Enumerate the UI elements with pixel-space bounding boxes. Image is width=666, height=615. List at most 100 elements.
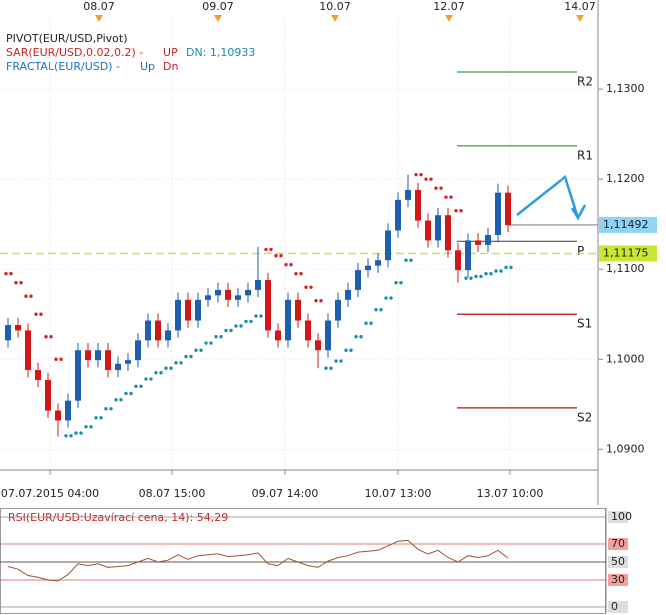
rsi-tick-label: 70 [611,537,625,550]
sar-dot [284,263,288,267]
candle-body [25,330,31,371]
date-marker [95,15,103,22]
sar-dot [174,361,178,365]
pivot-label: P [577,244,584,258]
sar-dot [374,308,378,312]
sar-dot [494,269,498,273]
date-marker [445,15,453,22]
candle-body [345,289,351,300]
candle-body [55,410,61,421]
rsi-tick-bg [608,511,628,523]
rsi-line [7,539,509,582]
top-date-label: 14.07 [564,0,596,13]
sar-dot [179,361,183,365]
forecast-arrow [516,174,587,221]
candle-body [375,260,381,266]
sar-dot [154,371,158,375]
candle-body [85,350,91,361]
sar-dot [429,177,433,181]
rsi-tick-label: 100 [611,510,632,523]
sar-dot [94,416,98,420]
sar-dot [219,335,223,339]
sar-dot [424,177,428,181]
pivot-label: S1 [577,317,592,331]
sar-dot [49,335,53,339]
sar-dot [34,312,38,316]
sar-dot [109,407,113,411]
sar-dot [479,274,483,279]
sar-dot [274,254,278,258]
sar-dot [269,247,273,252]
price-tag-label: 1,11492 [603,218,649,231]
candle-body [455,250,461,271]
candle-body [275,330,281,341]
sar-dot [394,281,398,285]
sar-dot [89,425,93,429]
sar-dot [299,272,303,276]
sar-dot [159,371,163,375]
sar-dot [359,335,363,339]
sar-dot [419,172,423,177]
sar-dot [279,254,283,258]
y-tick-label: 1,1100 [606,262,645,275]
top-date-label: 08.07 [83,0,115,13]
candle-body [135,340,141,361]
sar-dot [249,319,253,324]
sar-dot [319,299,323,303]
sar-dot [29,294,33,298]
candle-body [105,350,111,371]
indicator-fractal: FRACTAL(EUR/USD) - [6,60,120,73]
indicator-sar: SAR(EUR/USD,0.02,0.2) - [6,46,143,59]
rsi-tick-bg [608,601,628,613]
sar-dot [459,208,463,213]
candle-body [295,299,301,321]
candle-body [395,199,401,231]
candle-body [385,230,391,261]
sar-dot [454,208,458,213]
candle-body [175,299,181,331]
candle-body [355,270,361,290]
candle-body [405,189,411,200]
sar-dot [4,272,8,276]
candle-body [165,330,171,341]
sar-dot [204,341,208,345]
sar-dot [379,308,383,312]
sar-dot [169,366,173,370]
candle-body [35,370,41,380]
sar-dot [104,407,108,411]
pivot-label: R1 [577,148,593,162]
indicator-pivot: PIVOT(EUR/USD,Pivot) [6,32,128,45]
sar-dot [194,348,198,352]
candle-body [215,289,221,296]
sar-dot [44,335,48,339]
sar-dot [139,384,143,388]
date-marker [214,15,222,22]
sar-dot [264,247,268,252]
sar-dot [239,324,243,328]
sar-dot [84,425,88,429]
y-tick-label: 1,1200 [606,172,645,185]
sar-dot [489,272,493,276]
sar-dot [144,377,148,381]
sar-dot [69,434,73,438]
candle-body [185,299,191,321]
y-tick-label: 1,1300 [606,82,645,95]
rsi-tick-label: 50 [611,555,625,568]
candle-body [495,192,501,235]
sar-dot [434,186,438,190]
y-tick-label: 1,1000 [606,352,645,365]
candle-body [265,280,271,331]
sar-dot [99,416,103,420]
candle-body [425,220,431,241]
sar-dot [369,321,373,325]
sar-dot [304,285,308,289]
sar-dot [9,272,13,276]
sar-dot [64,434,68,438]
candle-body [115,363,121,371]
sar-dot [364,321,368,325]
sar-dot [224,328,228,333]
candle-body [255,280,261,290]
candle-body [145,320,151,341]
sar-dot [389,296,393,300]
